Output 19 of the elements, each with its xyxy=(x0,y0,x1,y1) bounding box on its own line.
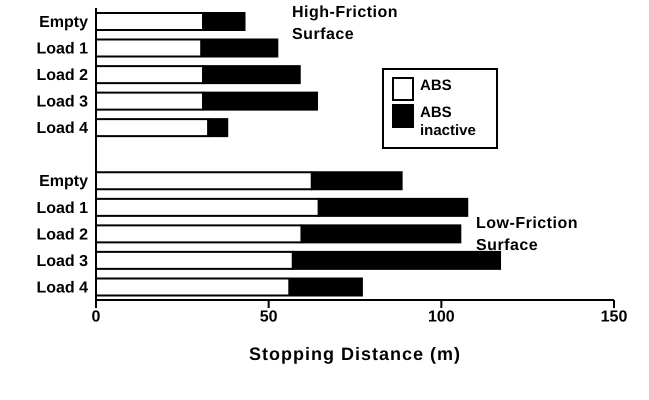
y-tick-label: Load 2 xyxy=(36,67,88,84)
y-tick-label: Load 3 xyxy=(36,252,88,270)
y-tick-label: Empty xyxy=(39,173,88,190)
y-tick-label: Load 4 xyxy=(36,279,88,296)
x-tick-label: 100 xyxy=(428,308,455,326)
y-tick-label: Load 3 xyxy=(36,94,88,111)
legend-label: ABS xyxy=(420,77,452,95)
x-tick-label: 0 xyxy=(92,308,101,326)
y-tick-label: Load 2 xyxy=(36,226,88,244)
x-axis-title: Stopping Distance (m) xyxy=(248,344,462,364)
y-tick-label: Load 1 xyxy=(36,200,88,217)
annotation: Low-Friction Surface xyxy=(476,214,579,256)
x-tick-label: 50 xyxy=(260,308,278,326)
y-tick-label: Load 1 xyxy=(36,40,88,58)
y-tick-label: Load 4 xyxy=(36,120,88,138)
annotation: High-Friction Surface xyxy=(292,3,400,45)
legend-label: ABS inactive xyxy=(420,104,477,140)
y-tick-label: Empty xyxy=(39,14,88,31)
x-tick-label: 150 xyxy=(600,308,628,326)
